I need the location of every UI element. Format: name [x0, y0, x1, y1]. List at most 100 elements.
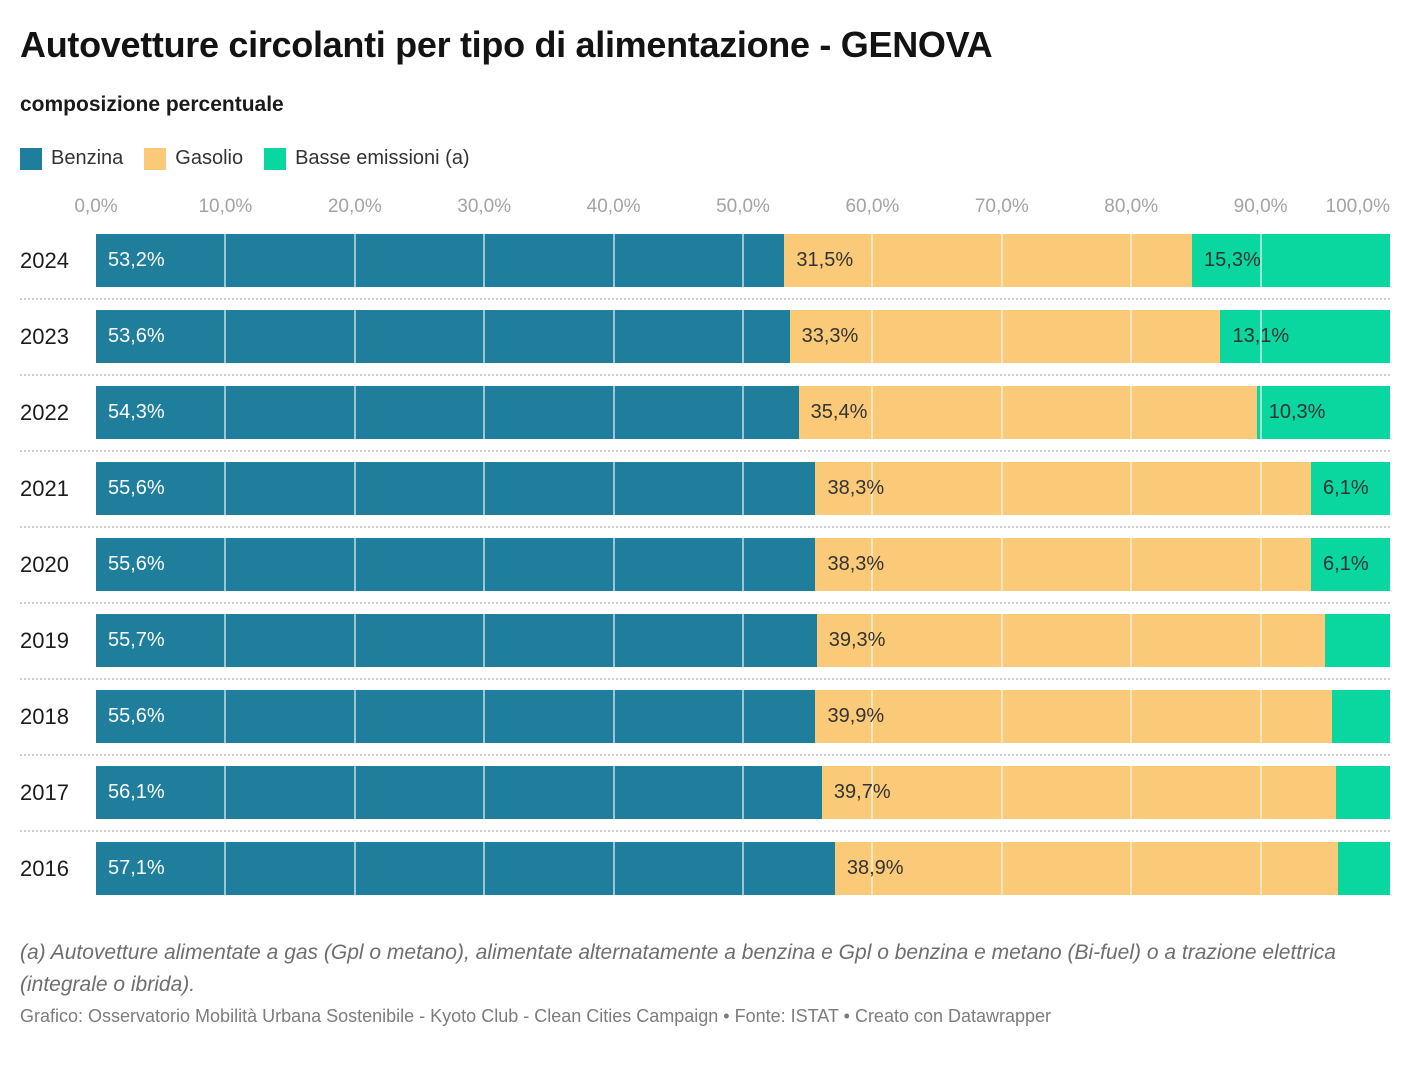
bar-row-2023: 2023 53,6% 33,3% 13,1%: [20, 310, 1390, 364]
gridline: [353, 690, 356, 744]
gridline: [1259, 538, 1262, 592]
gridline: [1000, 690, 1003, 744]
bar-segment-benzina: 53,2%: [96, 234, 785, 288]
bar-segment-benzina: 53,6%: [96, 310, 790, 364]
gridline: [483, 386, 486, 440]
gridline: [742, 462, 744, 516]
gridline: [742, 310, 744, 364]
bar-segment-gasolio: 39,3%: [816, 614, 1326, 668]
gridline: [483, 842, 486, 896]
row-year-label: 2024: [20, 247, 69, 273]
x-axis-tick: 100,0%: [1325, 196, 1390, 218]
row-year-label: 2019: [20, 627, 69, 653]
bar-row-2024: 2024 53,2% 31,5% 15,3%: [20, 234, 1390, 288]
chart-container: Autovetture circolanti per tipo di alime…: [0, 24, 1412, 1027]
gridline: [612, 766, 615, 820]
bar-segment-gasolio: 38,9%: [834, 842, 1339, 896]
x-axis-tick: 0,0%: [74, 196, 118, 218]
bar-track: 55,6% 38,3% 6,1%: [96, 538, 1390, 592]
bar-track: 55,7% 39,3%: [96, 614, 1390, 668]
gridline: [483, 538, 486, 592]
bar-segment-benzina: 56,1%: [96, 766, 822, 820]
gridline: [1259, 386, 1262, 440]
gridline: [1130, 462, 1133, 516]
gridline: [1259, 462, 1262, 516]
row-separator: [20, 602, 1390, 605]
bar-segment-gasolio: 39,9%: [815, 690, 1332, 744]
gridline: [353, 310, 356, 364]
bar-row-2018: 2018 55,6% 39,9%: [20, 690, 1390, 744]
chart-subtitle: composizione percentuale: [20, 93, 284, 117]
bar-value-label: 15,3%: [1204, 249, 1261, 272]
footnote: (a) Autovetture alimentate a gas (Gpl o …: [20, 941, 1336, 996]
bar-value-label: 57,1%: [108, 857, 165, 880]
gridline: [1259, 690, 1262, 744]
x-axis-tick: 70,0%: [974, 196, 1029, 218]
bar-track: 55,6% 39,9%: [96, 690, 1390, 744]
gridline: [224, 462, 227, 516]
gridline: [871, 766, 874, 820]
gridline: [1130, 310, 1133, 364]
x-axis-tick: 10,0%: [198, 196, 253, 218]
row-year-label: 2020: [20, 551, 69, 577]
row-separator: [20, 298, 1390, 301]
bar-value-label: 55,6%: [108, 477, 165, 500]
gridline: [871, 386, 874, 440]
bar-value-label: 55,6%: [108, 705, 165, 728]
gridline: [742, 766, 744, 820]
bar-segment-gasolio: 38,3%: [815, 538, 1312, 592]
gridline: [742, 386, 744, 440]
bar-value-label: 6,1%: [1323, 553, 1369, 576]
gridline: [353, 614, 356, 668]
gridline: [871, 614, 874, 668]
gridline: [871, 234, 874, 288]
gridline: [1000, 234, 1003, 288]
bar-segment-benzina: 55,6%: [96, 462, 816, 516]
gridline: [1130, 614, 1133, 668]
x-axis-tick: 80,0%: [1104, 196, 1159, 218]
row-year-label: 2023: [20, 323, 69, 349]
bar-segment-basse-emissioni-a: 15,3%: [1192, 234, 1390, 288]
bar-value-label: 54,3%: [108, 401, 165, 424]
bar-row-2019: 2019 55,7% 39,3%: [20, 614, 1390, 668]
gridline: [612, 842, 615, 896]
bar-value-label: 55,7%: [108, 629, 165, 652]
gridline: [483, 614, 486, 668]
x-axis-tick: 50,0%: [716, 196, 770, 218]
row-year-label: 2017: [20, 779, 69, 805]
x-axis: 0,0% 10,0% 20,0% 30,0% 40,0% 50,0% 60,0% 70,0% 8…: [74, 196, 1390, 220]
gridline: [871, 690, 874, 744]
bar-value-label: 31,5%: [796, 249, 854, 272]
gridline: [871, 462, 874, 516]
bar-value-label: 33,3%: [801, 325, 859, 348]
gridline: [1130, 386, 1133, 440]
row-year-label: 2018: [20, 703, 69, 729]
row-year-label: 2021: [20, 475, 69, 501]
bar-value-label: 56,1%: [108, 781, 165, 804]
x-axis-tick: 20,0%: [327, 196, 382, 218]
rows: 2024 53,2% 31,5% 15,3% 2023 53,6% 33,3% 13,1% 20…: [20, 234, 1390, 896]
bar-segment-benzina: 55,7%: [96, 614, 817, 668]
gridline: [483, 766, 486, 820]
gridline: [1000, 386, 1003, 440]
bar-value-label: 38,9%: [846, 857, 904, 880]
legend: Benzina Gasolio Basse emissioni (a): [20, 147, 1390, 170]
gridline: [1000, 538, 1003, 592]
bar-row-2020: 2020 55,6% 38,3% 6,1%: [20, 538, 1390, 592]
bar-track: 57,1% 38,9%: [96, 842, 1390, 896]
bar-segment-basse-emissioni-a: [1338, 842, 1390, 896]
gridline: [1130, 690, 1133, 744]
source-line: Grafico: Osservatorio Mobilità Urbana So…: [20, 1006, 1052, 1027]
gridline: [612, 690, 615, 744]
bar-row-2022: 2022 54,3% 35,4% 10,3%: [20, 386, 1390, 440]
gridline: [1259, 614, 1262, 668]
gridline: [224, 614, 227, 668]
bar-row-2017: 2017 56,1% 39,7%: [20, 766, 1390, 820]
bar-value-label: 10,3%: [1268, 401, 1326, 424]
bar-value-label: 35,4%: [810, 401, 868, 424]
row-separator: [20, 830, 1390, 833]
legend-item-label: Basse emissioni (a): [295, 147, 470, 170]
bar-segment-basse-emissioni-a: 6,1%: [1311, 538, 1390, 592]
bar-segment-basse-emissioni-a: 6,1%: [1311, 462, 1390, 516]
bar-value-label: 39,3%: [828, 629, 886, 652]
